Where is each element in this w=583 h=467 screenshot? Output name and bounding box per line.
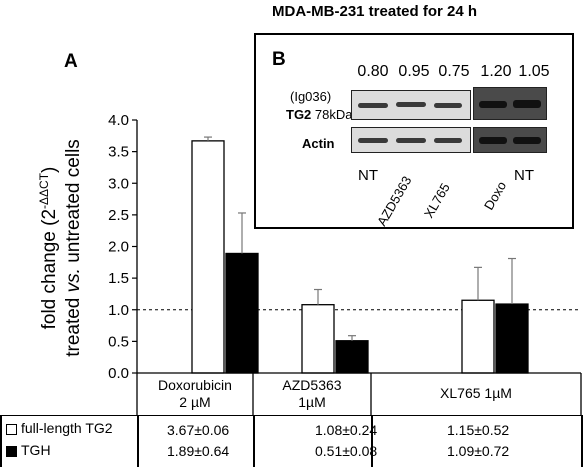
- blot-band: [479, 137, 507, 144]
- data-table: full-length TG2 TGH 3.67±0.06 1.08±0.24 …: [0, 415, 583, 466]
- lane-label: AZD5363: [374, 173, 415, 229]
- x-categories: Doxorubicin 2 µM AZD5363 1µM XL765 1µM: [136, 372, 582, 415]
- blot-band: [358, 138, 388, 143]
- bar: [461, 299, 495, 374]
- panel-b-label: B: [272, 49, 286, 70]
- tg2-blot-right: [473, 87, 547, 120]
- table-value: 1.09±0.72: [447, 443, 510, 459]
- blot-band: [479, 101, 507, 108]
- bar: [301, 304, 335, 374]
- y-tick-label: 4.0: [108, 112, 129, 129]
- bars: [191, 140, 529, 374]
- y-tick-label: 2.5: [108, 207, 129, 224]
- legend-label: full-length TG2: [21, 420, 113, 436]
- lane-label: NT: [358, 167, 378, 184]
- ratio-label: 0.95: [398, 63, 430, 80]
- y-axis-label: fold change (2-ΔΔCT) treated vs. untreat…: [37, 139, 84, 357]
- panel-a-label: A: [64, 51, 78, 72]
- table-divider: [137, 415, 139, 467]
- x-category-label: XL765 1µM: [440, 385, 512, 401]
- bar: [225, 252, 259, 374]
- target-label-row: TG2 78kDa: [286, 107, 353, 122]
- y-axis-label-line2: treated vs. untreated cells: [63, 139, 84, 357]
- antibody-label: (Ig036): [290, 89, 332, 104]
- blot-band: [513, 137, 541, 144]
- table-value: 1.08±0.24: [315, 422, 378, 438]
- y-tick-label: 1.0: [108, 302, 129, 319]
- blot-band: [396, 138, 426, 143]
- table-value: 0.51±0.08: [315, 443, 378, 459]
- blot-band: [396, 102, 426, 107]
- table-divider: [371, 415, 373, 467]
- ratio-label: 1.20: [480, 63, 512, 80]
- blot-band: [434, 138, 462, 143]
- y-tick-label: 3.5: [108, 144, 129, 161]
- size-label: 78kDa: [314, 107, 353, 122]
- blot-band: [513, 100, 541, 108]
- bar: [335, 340, 369, 374]
- ratio-label: 0.75: [438, 63, 470, 80]
- y-tick-label: 0.5: [108, 333, 129, 350]
- figure-title: MDA-MB-231 treated for 24 h: [272, 3, 478, 20]
- loading-label: Actin: [302, 136, 335, 151]
- legend-full-length-tg2: full-length TG2: [6, 420, 113, 436]
- blot-band: [434, 103, 462, 108]
- blot-band: [358, 103, 388, 108]
- actin-blot-right: [473, 127, 547, 153]
- table-value: 1.89±0.64: [167, 443, 230, 459]
- legend-swatch-filled: [6, 445, 17, 457]
- bar: [495, 303, 529, 374]
- western-blot-inset: B 0.80 0.95 0.75 1.20 1.05 (Ig036) TG2 7…: [254, 33, 574, 229]
- table-value: 1.15±0.52: [447, 422, 510, 438]
- y-tick-label: 0.0: [108, 365, 129, 382]
- y-axis-label-line1: fold change (2-ΔΔCT): [37, 167, 60, 330]
- table-divider: [581, 415, 583, 467]
- tg2-blot-left: [351, 90, 471, 120]
- lane-label: XL765: [421, 180, 453, 221]
- y-tick-label: 2.0: [108, 239, 129, 256]
- x-category-label: Doxorubicin 2 µM: [158, 377, 232, 410]
- actin-blot-left: [351, 127, 471, 153]
- legend-tgh: TGH: [6, 442, 51, 458]
- table-value: 3.67±0.06: [167, 422, 230, 438]
- ratio-label: 1.05: [518, 63, 550, 80]
- bar: [191, 140, 225, 374]
- table-divider: [253, 415, 255, 467]
- lane-label: NT: [514, 167, 534, 184]
- x-category-label: AZD5363 1µM: [282, 377, 341, 410]
- lane-label: Doxo: [481, 178, 510, 213]
- y-axis: 0.0 0.5 1.0 1.5 2.0 2.5 3.0 3.5 4.0: [108, 112, 138, 382]
- legend-label: TGH: [21, 442, 51, 458]
- table-divider: [0, 415, 2, 467]
- ratio-label: 0.80: [357, 63, 389, 80]
- legend-swatch-open: [6, 423, 17, 435]
- target-label: TG2: [286, 107, 312, 122]
- error-bars: [204, 136, 516, 341]
- y-tick-label: 1.5: [108, 270, 129, 287]
- y-tick-label: 3.0: [108, 175, 129, 192]
